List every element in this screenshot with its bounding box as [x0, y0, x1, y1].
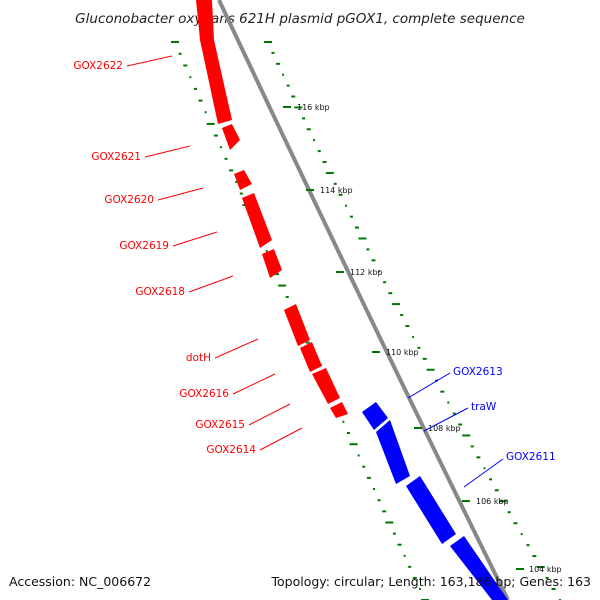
- leader-GOX2614: [259, 427, 303, 451]
- reverse-strand-track: [362, 402, 508, 600]
- forward-strand-track: [196, 0, 348, 418]
- label-traW[interactable]: traW: [471, 401, 497, 413]
- label-GOX2622[interactable]: GOX2622: [73, 60, 123, 72]
- label-dotH[interactable]: dotH: [186, 352, 211, 364]
- gene-arrow-GOX2614[interactable]: [330, 402, 348, 418]
- tick-label-106: 106 kbp: [476, 497, 509, 506]
- leader-GOX2621: [144, 145, 191, 158]
- gene-arrow-GOX2622-top[interactable]: [196, 0, 214, 40]
- accession-text: Accession: NC_006672: [9, 574, 151, 589]
- backbone-arc: [217, 0, 510, 600]
- tick-label-116: 116 kbp: [297, 103, 330, 112]
- tick-label-114: 114 kbp: [320, 186, 353, 195]
- gene-arrow-traW[interactable]: [376, 420, 410, 484]
- gene-arrow-GOX2616[interactable]: [300, 342, 322, 372]
- leader-GOX2615: [248, 403, 291, 426]
- tick-label-110: 110 kbp: [386, 348, 419, 357]
- tick-label-112: 112 kbp: [350, 268, 383, 277]
- leader-GOX2611: [463, 458, 504, 488]
- leader-GOX2616: [232, 373, 276, 395]
- gene-arrow-GOX2611[interactable]: [406, 476, 456, 544]
- label-GOX2614[interactable]: GOX2614: [206, 444, 256, 456]
- leader-GOX2622: [126, 55, 173, 67]
- map-title: Gluconobacter oxydans 621H plasmid pGOX1…: [75, 11, 525, 27]
- gc-skew-track: [171, 41, 561, 600]
- label-GOX2613[interactable]: GOX2613: [453, 366, 503, 378]
- kbp-ticks: 116 kbp 114 kbp 112 kbp 110 kbp 108 kbp …: [283, 103, 562, 574]
- gene-arrow-dotH[interactable]: [284, 304, 310, 346]
- label-GOX2616[interactable]: GOX2616: [179, 388, 229, 400]
- label-GOX2615[interactable]: GOX2615: [195, 419, 245, 431]
- gene-arrow-GOX2619[interactable]: [242, 193, 272, 248]
- label-GOX2618[interactable]: GOX2618: [135, 286, 185, 298]
- gene-arrow-GOX2622[interactable]: [200, 40, 232, 124]
- leader-traW: [423, 407, 469, 432]
- label-GOX2620[interactable]: GOX2620: [104, 194, 154, 206]
- leader-dotH: [214, 338, 259, 359]
- leader-GOX2613: [407, 372, 451, 399]
- gene-arrow-GOX2615[interactable]: [312, 368, 340, 404]
- leader-GOX2618: [188, 275, 234, 293]
- leader-GOX2620: [157, 187, 204, 201]
- gene-arrow-GOX2618[interactable]: [262, 249, 282, 278]
- tick-label-108: 108 kbp: [428, 424, 461, 433]
- gene-arrow-GOX2620[interactable]: [234, 170, 252, 190]
- label-GOX2621[interactable]: GOX2621: [91, 151, 141, 163]
- label-GOX2619[interactable]: GOX2619: [119, 240, 169, 252]
- gene-arrow-GOX2621[interactable]: [222, 124, 240, 150]
- leader-GOX2619: [172, 231, 218, 247]
- summary-text: Topology: circular; Length: 163,186 bp; …: [271, 574, 592, 589]
- label-GOX2611[interactable]: GOX2611: [506, 451, 556, 463]
- tick-label-104: 104 kbp: [529, 565, 562, 574]
- forward-gene-labels: GOX2622 GOX2621 GOX2620 GOX2619 GOX2618 …: [73, 55, 303, 456]
- gene-arrow-rev-extra[interactable]: [450, 536, 508, 600]
- gene-arrow-GOX2613[interactable]: [362, 402, 388, 430]
- reverse-gene-labels: GOX2613 traW GOX2611: [407, 366, 556, 488]
